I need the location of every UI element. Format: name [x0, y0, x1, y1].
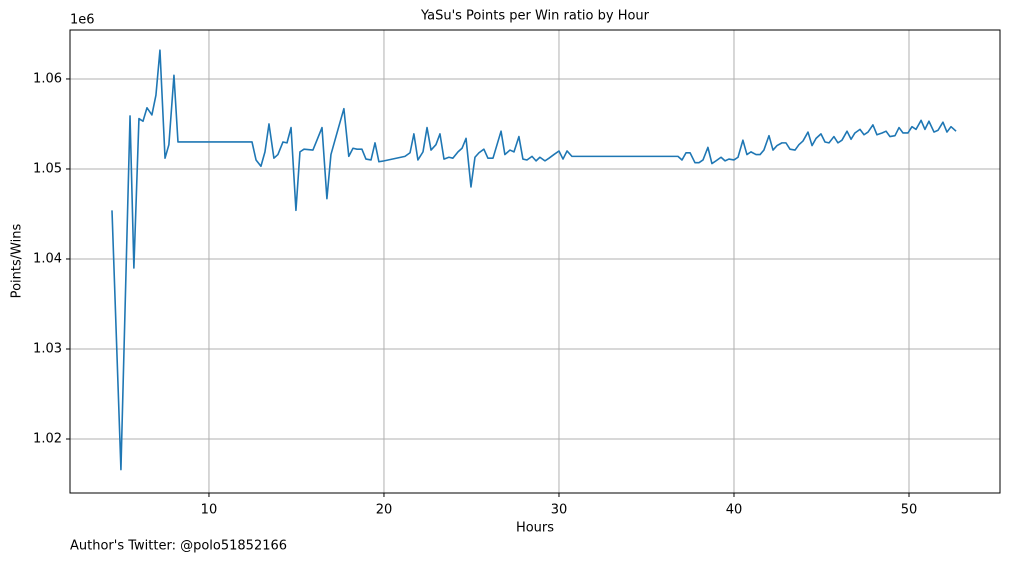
y-axis-label: Points/Wins [10, 223, 25, 298]
chart-title: YaSu's Points per Win ratio by Hour [420, 9, 650, 24]
x-tick-label: 10 [201, 503, 218, 518]
data-line [111, 49, 957, 471]
x-axis-label: Hours [516, 521, 554, 536]
y-tick-label: 1.04 [33, 251, 62, 266]
y-tick-label: 1.02 [33, 431, 62, 446]
plot-frame [69, 29, 1001, 494]
y-offset-label: 1e6 [70, 13, 95, 28]
y-tick-label: 1.05 [33, 161, 62, 176]
annotation: Author's Twitter: @polo51852166 [70, 539, 287, 554]
y-tick-label: 1.03 [33, 341, 62, 356]
x-tick-label: 20 [376, 503, 393, 518]
x-tick-label: 50 [901, 503, 918, 518]
x-tick-label: 30 [551, 503, 568, 518]
x-tick-label: 40 [726, 503, 743, 518]
y-tick-label: 1.06 [33, 71, 62, 86]
